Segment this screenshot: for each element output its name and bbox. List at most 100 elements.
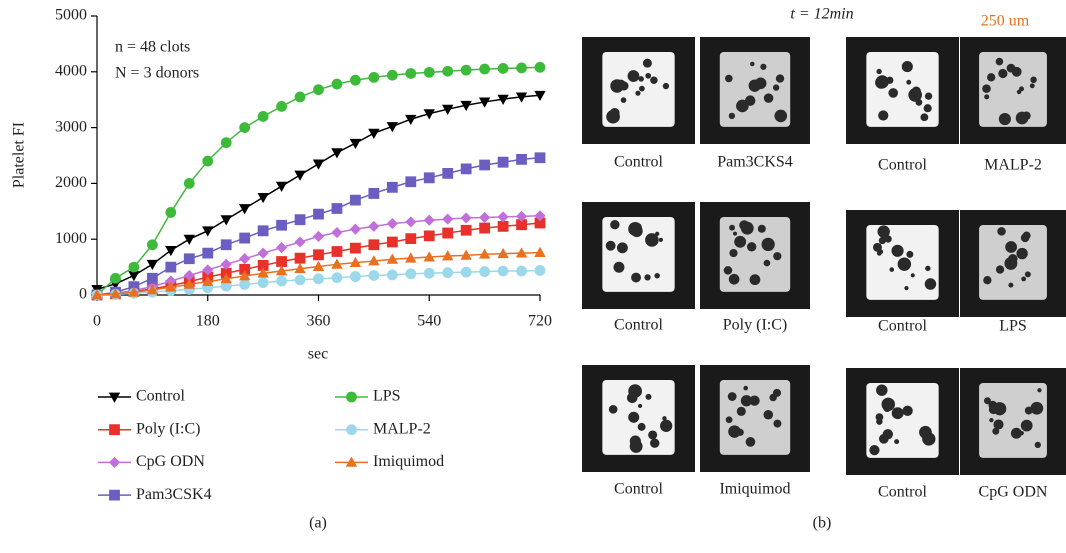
panel-label: (a) xyxy=(309,515,327,532)
legend-label: Poly (I:C) xyxy=(136,420,200,437)
marker xyxy=(331,258,343,269)
clot-hole xyxy=(869,445,880,456)
marker xyxy=(350,194,361,206)
marker xyxy=(497,265,509,277)
clot-hole xyxy=(638,76,644,82)
marker xyxy=(276,100,287,112)
legend-label: LPS xyxy=(373,388,401,405)
marker xyxy=(405,233,417,245)
marker xyxy=(220,258,232,270)
clot-hole xyxy=(1008,254,1018,264)
clot-hole xyxy=(1034,441,1041,448)
marker xyxy=(479,159,491,171)
clot-hole xyxy=(761,237,775,252)
marker xyxy=(257,277,269,289)
series xyxy=(91,61,546,301)
marker xyxy=(405,176,417,188)
clot-region xyxy=(602,51,675,127)
clot-hole xyxy=(608,404,618,414)
clot-hole xyxy=(989,417,994,423)
marker xyxy=(534,61,546,73)
marker xyxy=(479,63,491,75)
clot-hole xyxy=(1024,406,1033,415)
clot-hole xyxy=(1022,249,1028,254)
annotation: N = 3 donors xyxy=(115,65,199,82)
clot-hole xyxy=(1015,111,1029,125)
marker xyxy=(386,181,398,193)
clot-hole xyxy=(772,388,782,397)
series xyxy=(91,246,546,300)
marker xyxy=(368,188,380,199)
clot-hole xyxy=(1029,83,1035,89)
marker xyxy=(312,159,325,170)
clot-hole xyxy=(995,265,1005,274)
clot-hole xyxy=(662,416,667,421)
marker xyxy=(386,253,399,264)
clot-hole xyxy=(616,242,628,254)
clot-region xyxy=(979,51,1047,127)
clot-hole xyxy=(1020,419,1033,432)
clot-hole xyxy=(654,231,660,237)
marker xyxy=(478,97,491,108)
clot-hole xyxy=(743,385,748,391)
marker xyxy=(202,264,214,276)
marker xyxy=(202,247,214,259)
clot-hole xyxy=(605,240,616,251)
marker xyxy=(239,122,251,133)
clot-hole xyxy=(1022,231,1031,240)
clot-hole xyxy=(750,61,755,67)
clot-hole xyxy=(983,397,991,405)
clot-hole xyxy=(894,439,900,445)
clot-hole xyxy=(642,58,652,68)
clot-hole xyxy=(878,110,889,121)
marker xyxy=(238,270,251,281)
marker xyxy=(294,170,306,181)
marker xyxy=(165,281,177,292)
marker xyxy=(276,256,287,267)
clot-hole xyxy=(736,99,749,113)
marker xyxy=(312,260,325,271)
x-tick-label: 180 xyxy=(196,313,220,330)
marker xyxy=(515,210,528,222)
marker xyxy=(276,275,287,287)
marker xyxy=(331,226,343,239)
clot-hole xyxy=(749,274,761,286)
clot-hole xyxy=(737,408,742,413)
clot-hole xyxy=(904,286,909,291)
clot-hole xyxy=(639,85,645,92)
marker xyxy=(146,239,158,251)
clot-hole xyxy=(902,405,913,416)
clot-hole xyxy=(876,384,888,396)
x-axis-label: sec xyxy=(308,346,328,363)
marker xyxy=(257,225,269,237)
marker xyxy=(239,263,251,275)
marker xyxy=(331,203,343,214)
clot-hole xyxy=(878,236,887,245)
clot-hole xyxy=(897,257,912,271)
marker xyxy=(423,66,435,78)
marker xyxy=(423,172,435,184)
marker xyxy=(313,249,324,261)
clot-hole xyxy=(725,74,733,83)
marker xyxy=(423,251,435,262)
clot-hole xyxy=(906,250,914,258)
marker xyxy=(515,247,528,258)
marker xyxy=(405,268,417,280)
annotation: n = 48 clots xyxy=(115,39,190,56)
marker xyxy=(110,272,121,284)
clot-hole xyxy=(915,98,923,106)
clot-hole xyxy=(645,72,652,79)
clot-hole xyxy=(748,82,756,89)
marker xyxy=(239,278,251,290)
clot-hole xyxy=(1019,431,1024,436)
clot-hole xyxy=(876,418,883,425)
clot-hole xyxy=(924,92,933,100)
marker xyxy=(442,65,454,77)
marker xyxy=(442,267,454,279)
marker xyxy=(109,424,120,436)
clot-hole xyxy=(772,84,780,91)
clot-hole xyxy=(763,409,774,420)
marker xyxy=(128,261,140,273)
marker xyxy=(202,226,214,237)
